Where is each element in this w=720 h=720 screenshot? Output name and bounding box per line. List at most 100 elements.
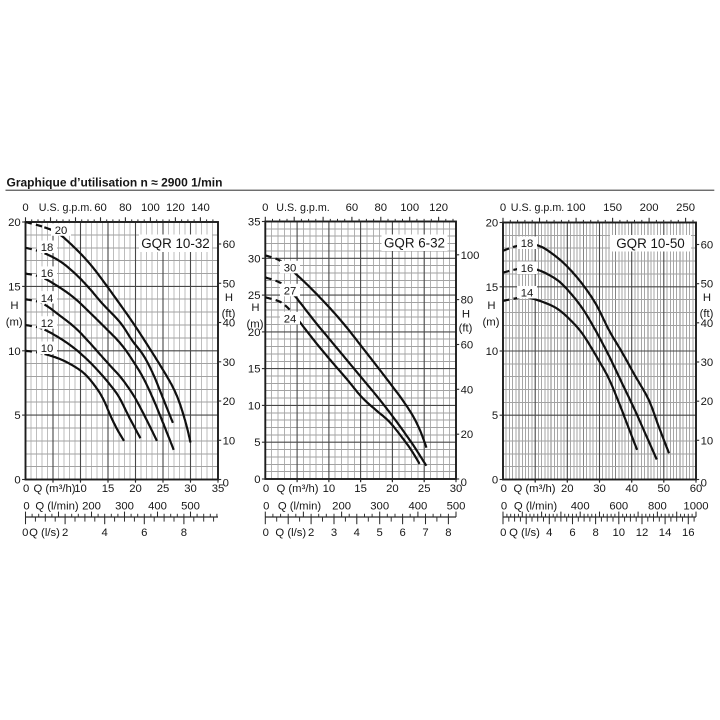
svg-text:40: 40 bbox=[701, 318, 714, 330]
svg-text:60: 60 bbox=[690, 483, 703, 495]
svg-text:27: 27 bbox=[284, 286, 297, 298]
svg-text:60: 60 bbox=[94, 202, 107, 214]
svg-text:400: 400 bbox=[148, 500, 167, 512]
svg-text:80: 80 bbox=[119, 202, 132, 214]
svg-text:150: 150 bbox=[603, 202, 622, 214]
svg-text:30: 30 bbox=[593, 483, 606, 495]
svg-text:16: 16 bbox=[521, 263, 534, 275]
svg-text:30: 30 bbox=[450, 483, 463, 495]
svg-text:400: 400 bbox=[571, 500, 590, 512]
svg-text:H: H bbox=[225, 292, 233, 304]
svg-text:(ft): (ft) bbox=[459, 323, 473, 335]
svg-text:0: 0 bbox=[500, 527, 506, 539]
svg-text:14: 14 bbox=[521, 288, 534, 300]
svg-text:10: 10 bbox=[223, 435, 236, 447]
svg-text:0: 0 bbox=[254, 474, 260, 486]
svg-text:0: 0 bbox=[501, 500, 507, 512]
svg-text:U.S. g.p.m.: U.S. g.p.m. bbox=[39, 202, 92, 214]
svg-text:0: 0 bbox=[500, 202, 506, 214]
svg-text:25: 25 bbox=[418, 483, 431, 495]
svg-text:0: 0 bbox=[23, 500, 29, 512]
svg-text:300: 300 bbox=[370, 500, 389, 512]
svg-text:15: 15 bbox=[486, 282, 499, 294]
svg-text:25: 25 bbox=[248, 290, 261, 302]
svg-text:10: 10 bbox=[41, 343, 54, 355]
svg-text:15: 15 bbox=[102, 483, 115, 495]
svg-text:400: 400 bbox=[408, 500, 427, 512]
svg-text:16: 16 bbox=[41, 268, 54, 280]
svg-text:24: 24 bbox=[284, 314, 297, 326]
svg-text:8: 8 bbox=[445, 527, 451, 539]
svg-text:Q (l/s): Q (l/s) bbox=[29, 527, 60, 539]
svg-text:50: 50 bbox=[701, 279, 714, 291]
svg-text:20: 20 bbox=[8, 217, 21, 229]
svg-text:35: 35 bbox=[212, 483, 225, 495]
svg-text:20: 20 bbox=[561, 483, 574, 495]
svg-text:5: 5 bbox=[254, 437, 260, 449]
svg-text:GQR 10-32: GQR 10-32 bbox=[141, 236, 209, 251]
svg-text:800: 800 bbox=[648, 500, 667, 512]
svg-text:250: 250 bbox=[676, 202, 695, 214]
svg-text:6: 6 bbox=[399, 527, 405, 539]
svg-text:100: 100 bbox=[141, 202, 160, 214]
svg-text:0: 0 bbox=[262, 202, 268, 214]
svg-text:GQR 10-50: GQR 10-50 bbox=[616, 236, 684, 251]
svg-text:0: 0 bbox=[22, 202, 28, 214]
svg-text:18: 18 bbox=[41, 242, 54, 254]
svg-text:500: 500 bbox=[447, 500, 466, 512]
svg-text:H: H bbox=[487, 300, 495, 312]
svg-text:Q (m³/h): Q (m³/h) bbox=[33, 483, 75, 495]
svg-text:5: 5 bbox=[14, 410, 20, 422]
svg-text:60: 60 bbox=[223, 239, 236, 251]
svg-text:GQR 6-32: GQR 6-32 bbox=[384, 236, 445, 251]
svg-text:8: 8 bbox=[592, 527, 598, 539]
svg-text:40: 40 bbox=[625, 483, 638, 495]
svg-text:25: 25 bbox=[157, 483, 170, 495]
svg-text:10: 10 bbox=[613, 527, 626, 539]
svg-text:0: 0 bbox=[701, 478, 707, 490]
svg-text:200: 200 bbox=[640, 202, 659, 214]
svg-text:0: 0 bbox=[461, 477, 467, 489]
svg-text:10: 10 bbox=[74, 483, 87, 495]
svg-text:20: 20 bbox=[248, 327, 261, 339]
svg-text:200: 200 bbox=[332, 500, 351, 512]
svg-text:10: 10 bbox=[486, 346, 499, 358]
svg-text:60: 60 bbox=[701, 240, 714, 252]
svg-text:Q (m³/h): Q (m³/h) bbox=[513, 483, 555, 495]
svg-text:14: 14 bbox=[659, 527, 672, 539]
svg-text:12: 12 bbox=[636, 527, 649, 539]
svg-text:50: 50 bbox=[223, 278, 236, 290]
svg-text:30: 30 bbox=[701, 357, 714, 369]
svg-text:0: 0 bbox=[14, 475, 20, 487]
svg-text:(ft): (ft) bbox=[700, 308, 714, 320]
svg-text:40: 40 bbox=[461, 384, 474, 396]
svg-text:40: 40 bbox=[223, 318, 236, 330]
svg-text:Q (l/s): Q (l/s) bbox=[509, 527, 540, 539]
svg-text:5: 5 bbox=[377, 527, 383, 539]
svg-text:100: 100 bbox=[461, 250, 480, 262]
svg-text:30: 30 bbox=[284, 263, 297, 275]
svg-text:60: 60 bbox=[461, 340, 474, 352]
svg-text:0: 0 bbox=[263, 527, 269, 539]
svg-text:0: 0 bbox=[23, 483, 29, 495]
svg-text:50: 50 bbox=[658, 483, 671, 495]
svg-text:Graphique d’utilisation n ≈ 29: Graphique d’utilisation n ≈ 2900 1/min bbox=[7, 175, 223, 189]
svg-text:12: 12 bbox=[41, 318, 54, 330]
svg-text:H: H bbox=[703, 292, 711, 304]
svg-text:U.S. g.p.m.: U.S. g.p.m. bbox=[511, 202, 564, 214]
svg-text:2: 2 bbox=[308, 527, 314, 539]
svg-text:20: 20 bbox=[386, 483, 399, 495]
svg-text:30: 30 bbox=[223, 357, 236, 369]
svg-text:35: 35 bbox=[248, 217, 261, 229]
svg-text:(m): (m) bbox=[483, 317, 500, 329]
svg-text:100: 100 bbox=[400, 202, 419, 214]
svg-text:80: 80 bbox=[461, 295, 474, 307]
svg-text:0: 0 bbox=[263, 483, 269, 495]
svg-text:7: 7 bbox=[422, 527, 428, 539]
svg-text:300: 300 bbox=[115, 500, 134, 512]
svg-text:30: 30 bbox=[184, 483, 197, 495]
svg-text:Q (m³/h): Q (m³/h) bbox=[276, 483, 318, 495]
svg-text:20: 20 bbox=[223, 396, 236, 408]
svg-text:14: 14 bbox=[41, 293, 54, 305]
svg-text:4: 4 bbox=[354, 527, 360, 539]
